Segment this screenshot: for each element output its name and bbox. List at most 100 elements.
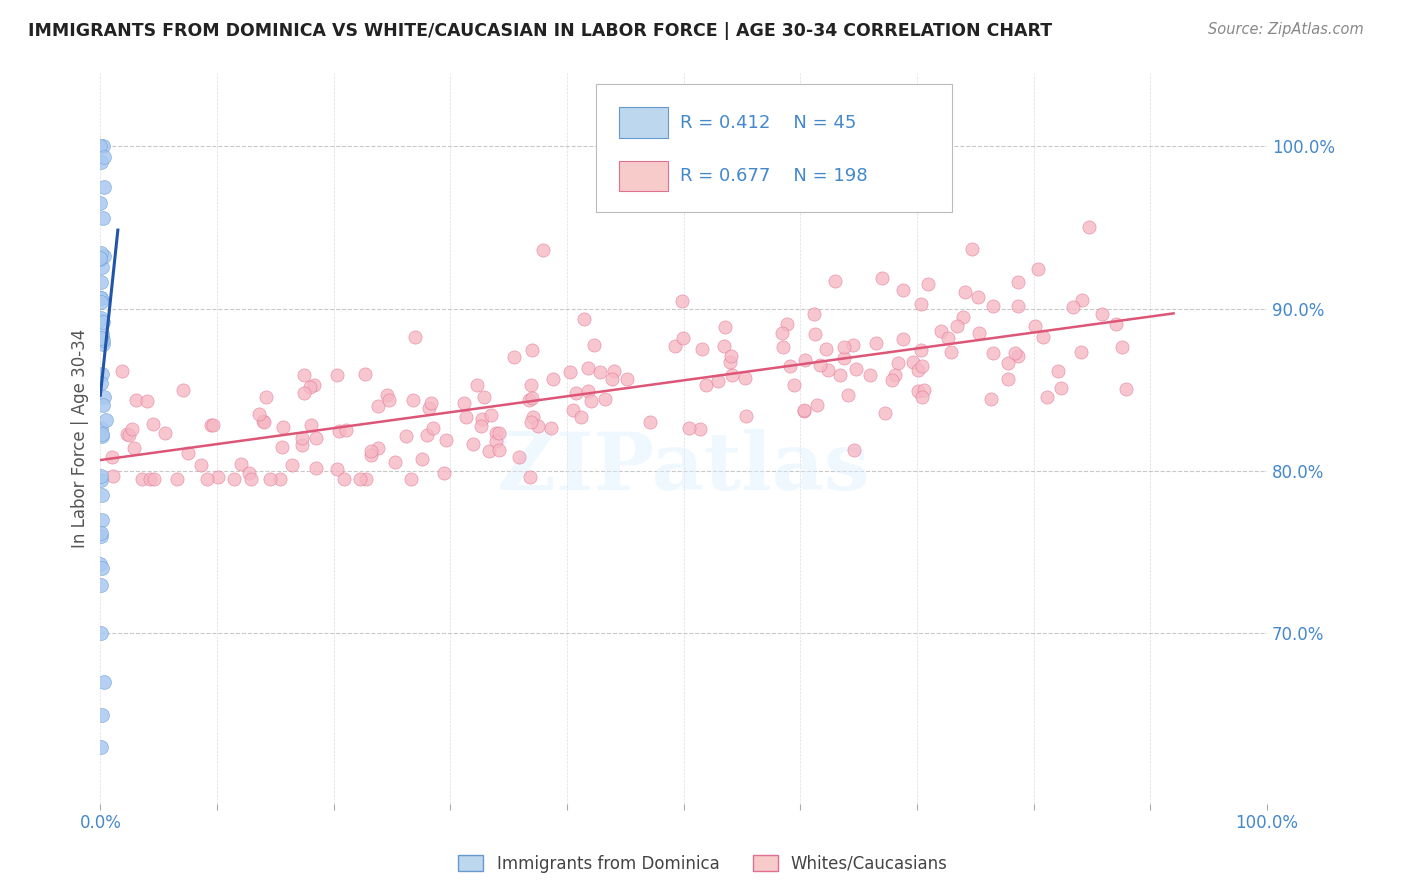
Point bbox=[522, 410, 544, 425]
Point bbox=[946, 319, 969, 334]
Point bbox=[793, 404, 815, 418]
Point bbox=[488, 425, 510, 440]
Point bbox=[240, 472, 263, 486]
Point bbox=[247, 407, 270, 421]
FancyBboxPatch shape bbox=[596, 84, 952, 212]
Point bbox=[135, 394, 157, 409]
Point bbox=[90, 473, 112, 487]
Point bbox=[952, 310, 974, 324]
Point bbox=[901, 354, 924, 368]
Point bbox=[90, 626, 112, 640]
Point bbox=[90, 155, 112, 169]
Point bbox=[837, 387, 859, 401]
Text: IMMIGRANTS FROM DOMINICA VS WHITE/CAUCASIAN IN LABOR FORCE | AGE 30-34 CORRELATI: IMMIGRANTS FROM DOMINICA VS WHITE/CAUCAS… bbox=[28, 22, 1052, 40]
Point bbox=[93, 150, 115, 164]
Point bbox=[273, 420, 295, 434]
Point bbox=[844, 442, 866, 457]
Point bbox=[90, 294, 112, 309]
Point bbox=[207, 470, 229, 484]
Point bbox=[1078, 220, 1101, 235]
Point bbox=[195, 472, 218, 486]
Point bbox=[254, 390, 277, 404]
Point bbox=[690, 342, 713, 356]
Point bbox=[90, 291, 112, 305]
Point bbox=[153, 425, 176, 440]
Point bbox=[911, 391, 934, 405]
Point bbox=[907, 384, 929, 398]
Point bbox=[367, 441, 389, 455]
Point bbox=[456, 410, 478, 425]
Point bbox=[1004, 346, 1026, 360]
Point bbox=[91, 331, 114, 345]
Point bbox=[419, 396, 441, 410]
Point bbox=[401, 392, 423, 407]
Point bbox=[583, 338, 606, 352]
Point bbox=[302, 377, 325, 392]
Point bbox=[817, 363, 839, 377]
FancyBboxPatch shape bbox=[620, 161, 668, 192]
Point bbox=[299, 417, 322, 432]
Point bbox=[718, 355, 741, 369]
Point bbox=[1026, 262, 1049, 277]
Point bbox=[253, 415, 276, 429]
Point bbox=[485, 434, 508, 448]
Point bbox=[91, 211, 114, 226]
Point bbox=[416, 428, 439, 442]
Text: Source: ZipAtlas.com: Source: ZipAtlas.com bbox=[1208, 22, 1364, 37]
Point bbox=[953, 285, 976, 299]
Point bbox=[291, 438, 314, 452]
Point bbox=[326, 368, 349, 383]
Point bbox=[298, 379, 321, 393]
Y-axis label: In Labor Force | Age 30-34: In Labor Force | Age 30-34 bbox=[72, 329, 89, 548]
Point bbox=[783, 378, 806, 392]
Point bbox=[252, 414, 274, 428]
Point bbox=[891, 283, 914, 297]
Point bbox=[910, 296, 932, 310]
Point bbox=[90, 245, 112, 260]
Point bbox=[411, 451, 433, 466]
Text: R = 0.412    N = 45: R = 0.412 N = 45 bbox=[681, 113, 856, 132]
Point bbox=[997, 355, 1019, 369]
Point bbox=[721, 368, 744, 382]
Point bbox=[378, 393, 401, 408]
Point bbox=[91, 488, 114, 502]
Point bbox=[638, 415, 661, 429]
Point bbox=[980, 392, 1002, 406]
Point bbox=[561, 403, 583, 417]
Point bbox=[695, 378, 717, 392]
Point bbox=[865, 335, 887, 350]
Point bbox=[1115, 382, 1137, 396]
Point bbox=[558, 365, 581, 379]
Point bbox=[176, 446, 198, 460]
Point bbox=[292, 368, 315, 383]
Point bbox=[981, 346, 1004, 360]
Point bbox=[981, 299, 1004, 313]
Point bbox=[269, 472, 291, 486]
Point bbox=[808, 358, 831, 372]
Point bbox=[90, 331, 112, 345]
Point bbox=[770, 326, 793, 340]
Point bbox=[90, 429, 112, 443]
Point bbox=[841, 337, 863, 351]
Point bbox=[200, 418, 222, 433]
Point bbox=[91, 327, 114, 342]
Point bbox=[89, 251, 111, 265]
Point bbox=[911, 359, 934, 373]
Point bbox=[138, 472, 160, 486]
Point bbox=[479, 409, 502, 423]
Point bbox=[93, 315, 115, 329]
Point bbox=[360, 444, 382, 458]
FancyBboxPatch shape bbox=[620, 107, 668, 138]
Point bbox=[91, 426, 114, 441]
Point bbox=[399, 472, 422, 486]
Point bbox=[540, 421, 562, 435]
Point bbox=[90, 376, 112, 390]
Point bbox=[89, 557, 111, 571]
Point bbox=[832, 340, 855, 354]
Point bbox=[90, 469, 112, 483]
Point bbox=[828, 368, 851, 382]
Point bbox=[418, 401, 440, 416]
Point bbox=[91, 336, 114, 351]
Point bbox=[887, 356, 910, 370]
Point bbox=[880, 373, 903, 387]
